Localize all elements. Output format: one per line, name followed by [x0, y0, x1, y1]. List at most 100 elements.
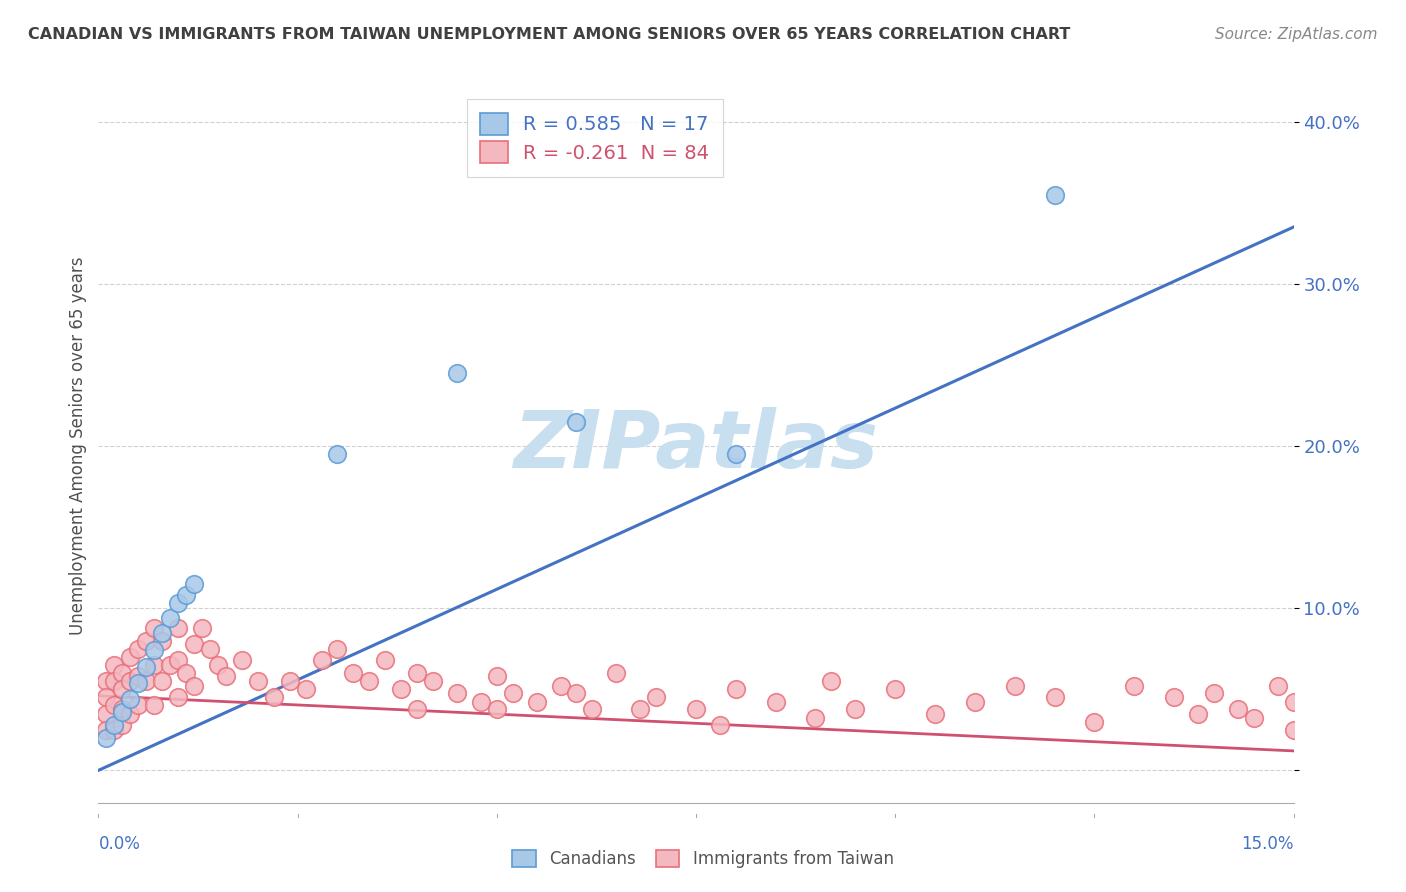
Point	[174, 666, 197, 681]
Point	[246, 674, 269, 689]
Point	[565, 685, 588, 699]
Point	[628, 702, 651, 716]
Point	[550, 679, 572, 693]
Point	[120, 692, 142, 706]
Point	[96, 706, 118, 721]
Point	[111, 718, 134, 732]
Point	[1043, 690, 1066, 705]
Point	[103, 723, 125, 737]
Point	[167, 621, 190, 635]
Point	[1282, 723, 1305, 737]
Point	[502, 685, 524, 699]
Point	[127, 698, 149, 713]
Point	[167, 653, 190, 667]
Point	[103, 718, 125, 732]
Point	[406, 702, 429, 716]
Point	[565, 415, 588, 429]
Point	[127, 641, 149, 656]
Point	[359, 674, 381, 689]
Point	[174, 588, 197, 602]
Point	[120, 674, 142, 689]
Point	[120, 706, 142, 721]
Point	[103, 698, 125, 713]
Point	[167, 596, 190, 610]
Point	[143, 657, 166, 672]
Point	[111, 666, 134, 681]
Point	[1043, 187, 1066, 202]
Legend: R = 0.585   N = 17, R = -0.261  N = 84: R = 0.585 N = 17, R = -0.261 N = 84	[467, 99, 723, 177]
Y-axis label: Unemployment Among Seniors over 65 years: Unemployment Among Seniors over 65 years	[69, 257, 87, 635]
Text: Source: ZipAtlas.com: Source: ZipAtlas.com	[1215, 27, 1378, 42]
Point	[844, 702, 866, 716]
Point	[111, 702, 134, 716]
Point	[127, 669, 149, 683]
Point	[1004, 679, 1026, 693]
Point	[111, 705, 134, 719]
Point	[446, 366, 468, 380]
Point	[143, 698, 166, 713]
Point	[485, 702, 508, 716]
Point	[406, 666, 429, 681]
Point	[645, 690, 668, 705]
Point	[1202, 685, 1225, 699]
Point	[278, 674, 301, 689]
Point	[96, 674, 118, 689]
Point	[709, 718, 731, 732]
Point	[724, 447, 747, 461]
Point	[963, 695, 986, 709]
Point	[389, 682, 412, 697]
Point	[215, 669, 238, 683]
Point	[1282, 695, 1305, 709]
Point	[96, 731, 118, 745]
Point	[135, 659, 157, 673]
Point	[1083, 714, 1105, 729]
Point	[150, 633, 173, 648]
Legend: Canadians, Immigrants from Taiwan: Canadians, Immigrants from Taiwan	[506, 843, 900, 875]
Point	[150, 625, 173, 640]
Point	[1267, 679, 1289, 693]
Point	[294, 682, 316, 697]
Point	[685, 702, 707, 716]
Point	[96, 723, 118, 737]
Point	[127, 675, 149, 690]
Point	[159, 657, 181, 672]
Point	[159, 611, 181, 625]
Point	[263, 690, 285, 705]
Point	[924, 706, 946, 721]
Point	[820, 674, 842, 689]
Point	[1163, 690, 1185, 705]
Point	[231, 653, 253, 667]
Point	[103, 674, 125, 689]
Point	[183, 577, 205, 591]
Point	[143, 643, 166, 657]
Point	[1123, 679, 1146, 693]
Point	[326, 447, 349, 461]
Point	[1243, 711, 1265, 725]
Point	[884, 682, 907, 697]
Point	[724, 682, 747, 697]
Point	[207, 657, 229, 672]
Point	[605, 666, 627, 681]
Text: CANADIAN VS IMMIGRANTS FROM TAIWAN UNEMPLOYMENT AMONG SENIORS OVER 65 YEARS CORR: CANADIAN VS IMMIGRANTS FROM TAIWAN UNEMP…	[28, 27, 1070, 42]
Point	[103, 657, 125, 672]
Point	[198, 641, 221, 656]
Point	[111, 682, 134, 697]
Point	[167, 690, 190, 705]
Point	[1187, 706, 1209, 721]
Point	[446, 685, 468, 699]
Point	[150, 674, 173, 689]
Point	[485, 669, 508, 683]
Point	[765, 695, 787, 709]
Point	[120, 649, 142, 664]
Point	[135, 633, 157, 648]
Text: 15.0%: 15.0%	[1241, 835, 1294, 853]
Point	[374, 653, 396, 667]
Point	[1226, 702, 1249, 716]
Point	[135, 674, 157, 689]
Point	[470, 695, 492, 709]
Point	[422, 674, 444, 689]
Text: 0.0%: 0.0%	[98, 835, 141, 853]
Point	[326, 641, 349, 656]
Point	[96, 690, 118, 705]
Point	[183, 637, 205, 651]
